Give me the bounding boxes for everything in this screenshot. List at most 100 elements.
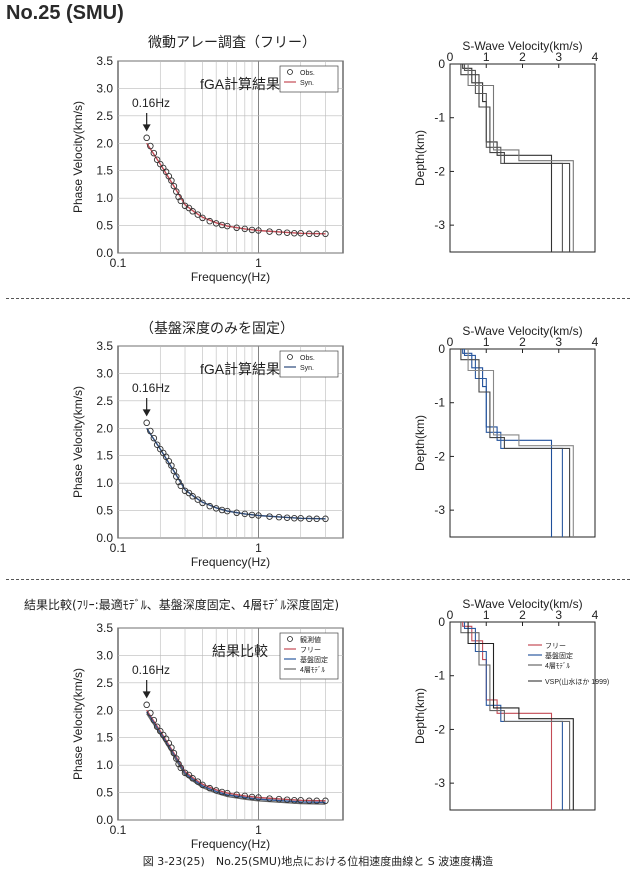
x-tick-label: 2 <box>519 335 526 349</box>
observed-point <box>173 188 180 195</box>
observed-point <box>177 197 185 205</box>
observed-point <box>224 789 231 797</box>
observed-point <box>224 222 231 230</box>
observed-point <box>322 797 329 805</box>
x-tick-label: 1 <box>255 823 262 837</box>
observed-point <box>297 515 304 522</box>
arrow-head <box>142 124 151 132</box>
x-tick-label: 3 <box>555 50 562 64</box>
observed-point <box>248 511 256 519</box>
y-tick-label: 2.5 <box>96 394 113 408</box>
y-tick-label: 2.0 <box>96 136 113 150</box>
observed-point <box>291 797 298 804</box>
observed-point <box>313 515 320 523</box>
observed-point <box>248 226 256 234</box>
y-tick-label: 1.5 <box>96 449 113 463</box>
observed-point <box>194 496 202 503</box>
observed-point <box>305 515 313 523</box>
y-axis-label: Depth(km) <box>413 130 427 186</box>
observed-point <box>150 716 158 724</box>
y-tick-label: 0.5 <box>96 504 113 518</box>
legend-label: 4層ﾓﾃﾞﾙ <box>545 662 570 670</box>
plot-frame <box>449 348 596 538</box>
y-axis-label: Depth(km) <box>413 415 427 471</box>
legend-box <box>279 65 339 93</box>
observed-point <box>150 149 158 157</box>
observed-point <box>297 797 304 804</box>
section-1-title: 微動アレー調査（フリー） <box>148 35 316 51</box>
y-tick-label: 3.0 <box>96 366 113 380</box>
observed-point <box>275 513 283 521</box>
observed-point <box>241 225 249 233</box>
observed-point <box>170 182 178 190</box>
observed-point <box>241 792 249 800</box>
inner-title: fGA計算結果 <box>200 76 280 92</box>
y-tick-label: 0 <box>438 57 445 71</box>
observed-point <box>233 509 240 517</box>
observed-point <box>255 227 262 234</box>
observed-point <box>233 224 240 232</box>
y-tick-label: 0.5 <box>96 219 113 233</box>
x-axis-label: Frequency(Hz) <box>191 555 270 569</box>
observed-point <box>199 214 206 222</box>
s-wave-title: S-Wave Velocity(km/s) <box>462 39 582 53</box>
x-tick-label: 0 <box>447 50 454 64</box>
s-wave-title: S-Wave Velocity(km/s) <box>462 597 582 611</box>
x-tick-label: 0.1 <box>110 541 127 555</box>
figure-caption: 図 3-23(25) No.25(SMU)地点における位相速度曲線と S 波速度… <box>142 855 494 868</box>
observed-point <box>185 204 193 212</box>
observed-point <box>313 230 320 238</box>
legend-label: Syn. <box>300 365 314 372</box>
y-tick-label: 3.0 <box>96 648 113 662</box>
observed-point <box>206 502 213 510</box>
legend-marker-circle <box>287 636 293 642</box>
y-tick-label: -1 <box>434 111 445 125</box>
y-tick-label: 0.0 <box>96 246 113 260</box>
y-tick-label: -1 <box>434 396 445 410</box>
observed-point <box>189 208 196 215</box>
synthetic-curve <box>146 427 326 520</box>
y-tick-label: 0 <box>438 615 445 629</box>
x-tick-label: 2 <box>519 50 526 64</box>
observed-point <box>212 220 220 227</box>
y-tick-label: 3.5 <box>96 621 113 635</box>
synthetic-curve <box>146 711 326 804</box>
y-tick-label: 0.0 <box>96 813 113 827</box>
s-wave-chart-1: S-Wave Velocity(km/s) 0 1 2 3 4 0 -1 -2 -3 Depth(k… <box>413 39 599 253</box>
legend-label: Obs. <box>300 355 315 362</box>
velocity-profile <box>462 349 553 537</box>
x-tick-label: 0 <box>447 335 454 349</box>
y-tick-label: -3 <box>434 503 445 517</box>
y-tick-label: -2 <box>434 449 445 463</box>
legend-marker-circle <box>287 69 293 75</box>
observed-point <box>147 427 154 435</box>
x-tick-label: 1 <box>255 541 262 555</box>
arrow-head <box>142 691 151 699</box>
observed-point <box>189 493 196 500</box>
observed-point <box>212 505 220 512</box>
velocity-profile <box>462 622 553 810</box>
section-2-title: （基盤深度のみを固定） <box>140 321 294 337</box>
velocity-profile <box>462 64 553 252</box>
legend-label: Syn. <box>300 80 314 87</box>
arrow-head <box>142 409 151 417</box>
observed-point <box>206 784 213 792</box>
velocity-profile <box>467 349 574 537</box>
y-tick-label: 2.0 <box>96 421 113 435</box>
observed-point <box>305 230 313 238</box>
observed-point <box>150 434 158 442</box>
y-tick-label: 0.0 <box>96 531 113 545</box>
y-tick-label: 3.0 <box>96 81 113 95</box>
observed-point <box>168 462 175 469</box>
y-tick-label: -1 <box>434 669 445 683</box>
velocity-profile <box>460 349 571 537</box>
observed-point <box>173 473 180 480</box>
y-tick-label: 1.0 <box>96 758 113 772</box>
observed-point <box>266 795 273 802</box>
synthetic-curve <box>146 142 326 235</box>
x-tick-label: 4 <box>592 335 599 349</box>
observed-point <box>275 795 283 803</box>
inner-title: fGA計算結果 <box>200 361 280 377</box>
legend-label: VSP(山水ほか 1999) <box>545 677 609 686</box>
phase-velocity-chart-1: 0.0 0.5 1.0 1.5 2.0 2.5 3.0 3.5 0.1 1Frequency(Hz… <box>71 54 344 284</box>
